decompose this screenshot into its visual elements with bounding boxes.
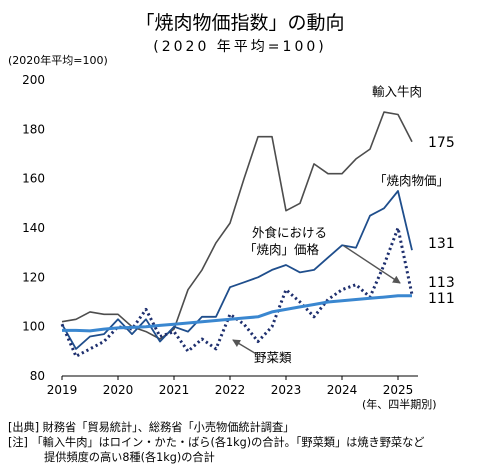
x-tick-label: 2025 — [383, 383, 414, 397]
series-line-beef — [61, 111, 413, 340]
x-axis-unit: (年、四半期別) — [362, 398, 437, 411]
end-value-label-beef: 175 — [428, 135, 455, 151]
y-tick-label: 120 — [22, 270, 45, 284]
series-line-vegetables — [60, 226, 414, 358]
y-tick-label: 80 — [30, 369, 45, 383]
y-tick-label: 160 — [22, 172, 45, 186]
x-tick-label: 2020 — [103, 383, 134, 397]
footnotes: [出典] 財務省「貿易統計」、総務省「小売物価統計調査」 [注] 「輸入牛肉」は… — [8, 420, 425, 465]
y-tick-label: 200 — [22, 73, 45, 87]
end-value-label-yakiniku: 131 — [428, 236, 455, 252]
dining-arrow — [343, 245, 401, 284]
chart-title: 「焼肉物価指数」の動向 — [135, 12, 345, 34]
x-tick-label: 2022 — [215, 383, 246, 397]
x-tick-label: 2021 — [159, 383, 190, 397]
series-line-dining — [62, 294, 412, 333]
series-label-vegetables: 野菜類 — [254, 350, 292, 365]
definition-note-1: [注] 「輸入牛肉」はロイン・かた・ばら(各1kg)の合計。「野菜類」は焼き野菜… — [8, 436, 425, 449]
series-label-dining-line2: 「焼肉」価格 — [244, 242, 320, 257]
series-line-yakiniku — [61, 190, 413, 350]
source-note: [出典] 財務省「貿易統計」、総務省「小売物価統計調査」 — [8, 421, 295, 434]
series-label-yakiniku: 「焼肉物価」 — [374, 173, 449, 188]
end-value-label-vegetables: 113 — [428, 275, 455, 291]
x-tick-label: 2019 — [47, 383, 78, 397]
series-label-dining-line1: 外食における — [252, 225, 327, 240]
x-tick-label: 2024 — [327, 383, 358, 397]
x-tick-label: 2023 — [271, 383, 302, 397]
y-tick-label: 100 — [22, 320, 45, 334]
y-tick-label: 140 — [22, 221, 45, 235]
chart-subtitle: (2020 年平均=100) — [153, 39, 327, 55]
definition-note-2: 提供頻度の高い8種(各1kg)の合計 — [44, 451, 215, 464]
series-label-beef: 輸入牛肉 — [372, 84, 422, 99]
y-axis-unit-note: (2020年平均=100) — [8, 54, 108, 67]
end-value-label-dining: 111 — [428, 291, 455, 307]
y-tick-label: 180 — [22, 122, 45, 136]
vegetables-arrow — [232, 339, 259, 356]
